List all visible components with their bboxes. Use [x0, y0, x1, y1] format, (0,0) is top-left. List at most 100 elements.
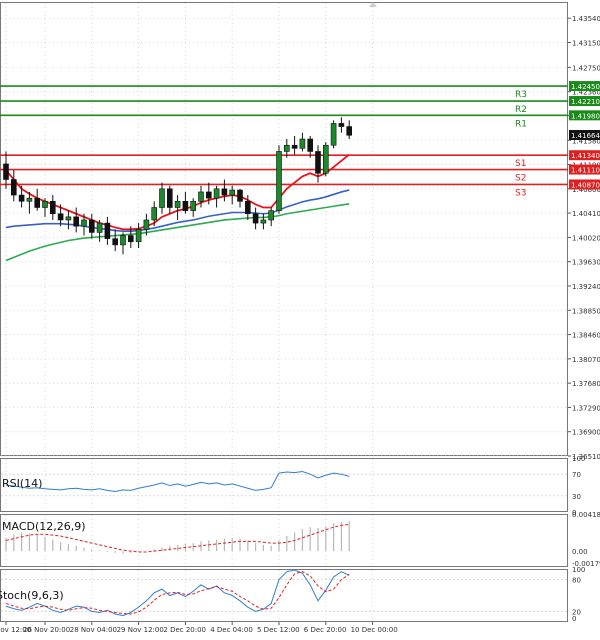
current-price-label: 1.41664	[571, 132, 600, 140]
price-tick-label: 1.39240	[572, 283, 600, 291]
time-tick-label: 4 Dec 04:00	[210, 626, 253, 634]
price-tick-label: 1.38070	[572, 356, 600, 364]
candle-body	[42, 200, 48, 208]
level-price-box	[569, 164, 600, 175]
time-tick-label: 29 Nov 12:00	[117, 626, 164, 634]
level-name-s2: S2	[515, 174, 526, 184]
candle-body	[49, 200, 56, 215]
candle-body	[3, 163, 9, 180]
candle-body	[330, 123, 337, 146]
price-panel	[0, 2, 568, 456]
candle-body	[81, 219, 87, 227]
price-tick-label: 1.40410	[572, 210, 600, 218]
candle-body	[174, 200, 181, 208]
candle-body	[182, 200, 189, 211]
candle-body	[11, 179, 17, 196]
moving-average-blue	[5, 189, 350, 232]
candle-body	[346, 126, 353, 136]
rsi-title: RSI(14)	[2, 477, 42, 490]
candle-body	[276, 151, 282, 211]
candle-body	[190, 200, 196, 211]
candle-body	[221, 188, 228, 196]
price-tick-label: 1.42360	[572, 89, 600, 97]
price-tick-label: 1.43150	[572, 39, 600, 47]
level-price-box	[569, 179, 600, 190]
candle-body	[252, 213, 259, 224]
rsi-line	[5, 470, 350, 492]
stoch-tick-label: 80	[572, 577, 581, 585]
candle-body	[260, 219, 267, 224]
level-price-label: 1.41340	[571, 152, 600, 160]
price-tick-label: 1.38460	[572, 332, 600, 340]
candle-body	[206, 191, 212, 199]
candle-body	[299, 138, 306, 149]
candle-body	[57, 213, 64, 221]
time-tick-label: 5 Dec 12:00	[257, 626, 300, 634]
stoch-k-line	[5, 569, 350, 617]
candle-body	[237, 189, 243, 202]
candle-body	[18, 194, 25, 202]
level-price-box	[569, 150, 600, 161]
stoch-d-line	[5, 571, 350, 615]
level-price-label: 1.41110	[571, 167, 600, 175]
price-tick-label: 1.36510	[572, 453, 600, 461]
price-tick-label: 1.40800	[572, 186, 600, 194]
candle-body	[283, 144, 290, 152]
macd-tick-label: -0.001794	[572, 560, 600, 568]
level-price-box	[569, 81, 600, 92]
price-tick-label: 1.39630	[572, 259, 600, 267]
price-tick-label: 1.41580	[572, 137, 600, 145]
candle-body	[128, 235, 134, 243]
level-price-label: 1.42450	[571, 83, 600, 91]
time-tick-label: 6 Dec 20:00	[304, 626, 347, 634]
time-tick-label: 28 Nov 04:00	[70, 626, 117, 634]
price-tick-label: 1.43540	[572, 15, 600, 23]
candle-body	[143, 219, 150, 230]
candle-body	[26, 197, 33, 202]
macd-panel	[0, 514, 568, 567]
candle-body	[65, 216, 72, 221]
candle-body	[307, 138, 314, 152]
level-price-box	[569, 110, 600, 121]
scroll-marker-icon	[369, 2, 377, 7]
rsi-tick-label: 0	[572, 509, 576, 517]
level-price-box	[569, 96, 600, 107]
rsi-panel	[0, 458, 568, 512]
price-tick-label: 1.37680	[572, 380, 600, 388]
stoch-tick-label: 20	[572, 608, 581, 616]
macd-title: MACD(12,26,9)	[2, 520, 86, 533]
candle-body	[135, 229, 142, 243]
time-tick-label: 22 Nov 12:00	[0, 626, 31, 634]
candle-body	[104, 222, 111, 239]
stoch-tick-label: 100	[572, 566, 585, 574]
candle-body	[89, 219, 95, 233]
level-name-r1: R1	[515, 119, 527, 129]
candle-body	[73, 216, 79, 227]
moving-average-green	[5, 202, 350, 262]
price-tick-label: 1.37290	[572, 404, 600, 412]
level-price-label: 1.40870	[571, 181, 600, 189]
candle-body	[291, 144, 298, 149]
macd-tick-label: 0.00	[572, 548, 588, 556]
time-tick-label: 10 Dec 00:00	[351, 626, 398, 634]
level-price-label: 1.42210	[571, 98, 600, 106]
candle-body	[198, 191, 204, 202]
level-name-r2: R2	[515, 105, 527, 115]
candle-body	[213, 188, 220, 199]
candle-body	[338, 123, 345, 127]
candle-body	[245, 200, 251, 215]
candle-body	[315, 151, 321, 174]
candle-body	[229, 189, 235, 196]
time-tick-label: 26 Nov 20:00	[23, 626, 70, 634]
rsi-tick-label: 100	[572, 455, 585, 463]
rsi-tick-label: 70	[572, 471, 581, 479]
price-tick-label: 1.36900	[572, 429, 600, 437]
candle-body	[120, 235, 126, 246]
candle-body	[112, 238, 118, 246]
time-tick-label: 2 Dec 20:00	[163, 626, 206, 634]
level-name-r3: R3	[515, 90, 527, 100]
level-name-s1: S1	[515, 159, 526, 169]
candle-body	[167, 188, 173, 208]
candle-body	[34, 197, 41, 208]
